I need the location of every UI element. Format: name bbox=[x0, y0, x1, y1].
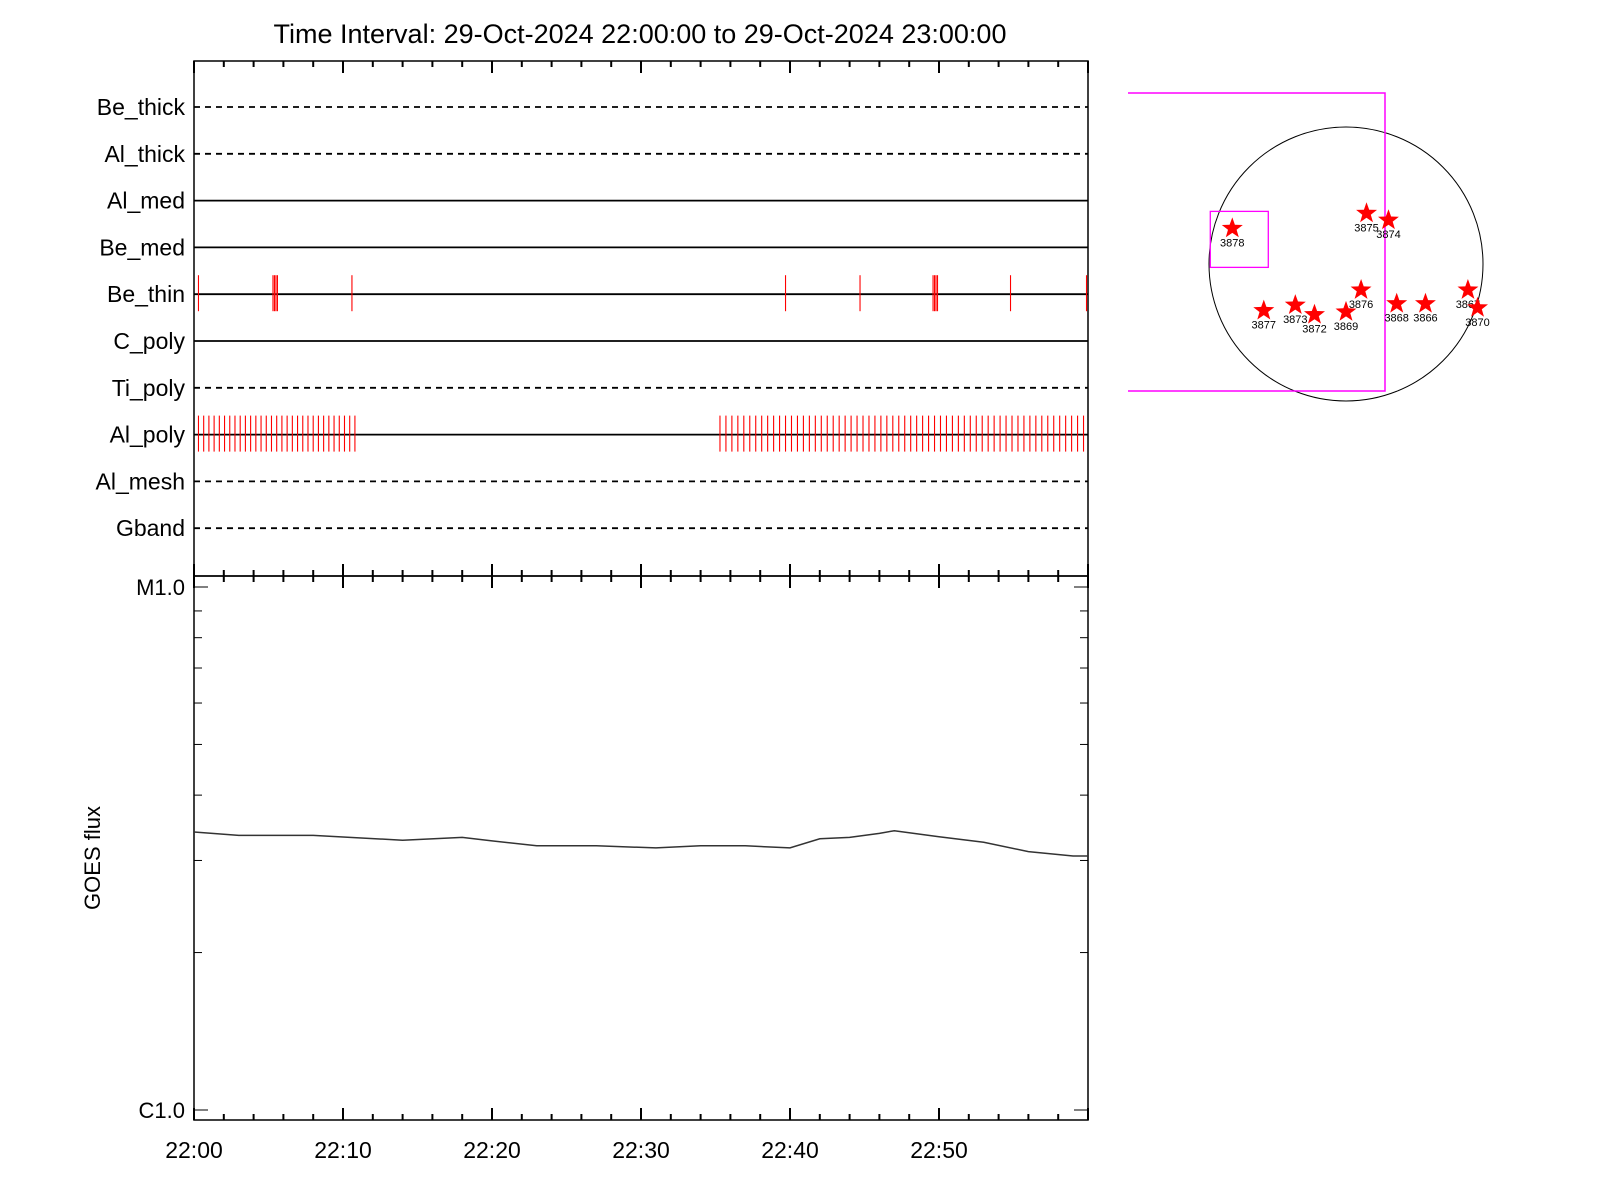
region-label: 3878 bbox=[1220, 237, 1244, 249]
y-tick-label: M1.0 bbox=[136, 575, 185, 600]
region-star-3873 bbox=[1284, 294, 1306, 314]
solar-disk bbox=[1208, 126, 1484, 402]
filter-label: Be_med bbox=[99, 234, 185, 260]
region-label: 3873 bbox=[1283, 314, 1307, 326]
region-star-3877 bbox=[1253, 299, 1275, 320]
region-label: 3877 bbox=[1252, 320, 1276, 332]
region-star-3875 bbox=[1356, 202, 1377, 223]
region-star-3876 bbox=[1350, 279, 1372, 299]
region-label: 3866 bbox=[1413, 313, 1437, 325]
region-label: 3874 bbox=[1376, 229, 1400, 241]
x-tick-label: 22:40 bbox=[761, 1137, 819, 1163]
x-tick-label: 22:20 bbox=[463, 1137, 521, 1163]
goes-flux-line bbox=[193, 829, 1088, 857]
region-star-3870 bbox=[1467, 296, 1488, 317]
x-tick-label: 22:00 bbox=[165, 1137, 223, 1163]
region-label: 3869 bbox=[1334, 321, 1358, 333]
filter-label: Gband bbox=[116, 515, 185, 541]
region-star-3874 bbox=[1378, 209, 1399, 230]
filter-label: Al_med bbox=[107, 188, 185, 214]
filter-label: C_poly bbox=[113, 328, 185, 354]
y-axis-label: GOES flux bbox=[80, 806, 105, 910]
filter-label: Al_thick bbox=[104, 141, 185, 167]
region-label: 3872 bbox=[1302, 324, 1326, 336]
y-tick-label: C1.0 bbox=[139, 1098, 185, 1123]
field-of-view-box bbox=[1128, 92, 1386, 392]
region-label: 3875 bbox=[1354, 222, 1378, 234]
filter-label: Al_poly bbox=[110, 422, 186, 448]
region-star-3867 bbox=[1457, 279, 1479, 299]
region-star-3872 bbox=[1304, 303, 1325, 324]
x-tick-label: 22:50 bbox=[910, 1137, 968, 1163]
x-tick-label: 22:30 bbox=[612, 1137, 670, 1163]
region-label: 3876 bbox=[1349, 299, 1373, 311]
filter-label: Be_thin bbox=[107, 281, 185, 307]
region-star-3866 bbox=[1415, 292, 1436, 313]
filter-timeline-panel: Be_thick Al_thick Al_med Be_med Be_thin C_pol… bbox=[96, 60, 1089, 577]
filter-label: Al_mesh bbox=[96, 468, 185, 494]
chart-title: Time Interval: 29-Oct-2024 22:00:00 to 2… bbox=[274, 19, 1007, 49]
region-star-3868 bbox=[1386, 292, 1408, 313]
region-box bbox=[1209, 210, 1269, 269]
filter-label: Be_thick bbox=[97, 94, 186, 120]
region-label: 3868 bbox=[1384, 313, 1408, 325]
filter-label: Ti_poly bbox=[112, 375, 186, 401]
region-star-3869 bbox=[1335, 300, 1357, 321]
goes-flux-panel: 22:00 22:10 22:20 22:30 22:40 22:50 C1.0 M1.0 bbox=[136, 575, 1089, 1163]
region-label: 3870 bbox=[1465, 317, 1489, 329]
region-star-3878 bbox=[1221, 217, 1243, 238]
x-tick-label: 22:10 bbox=[314, 1137, 372, 1163]
timeline-frame bbox=[193, 60, 1089, 577]
